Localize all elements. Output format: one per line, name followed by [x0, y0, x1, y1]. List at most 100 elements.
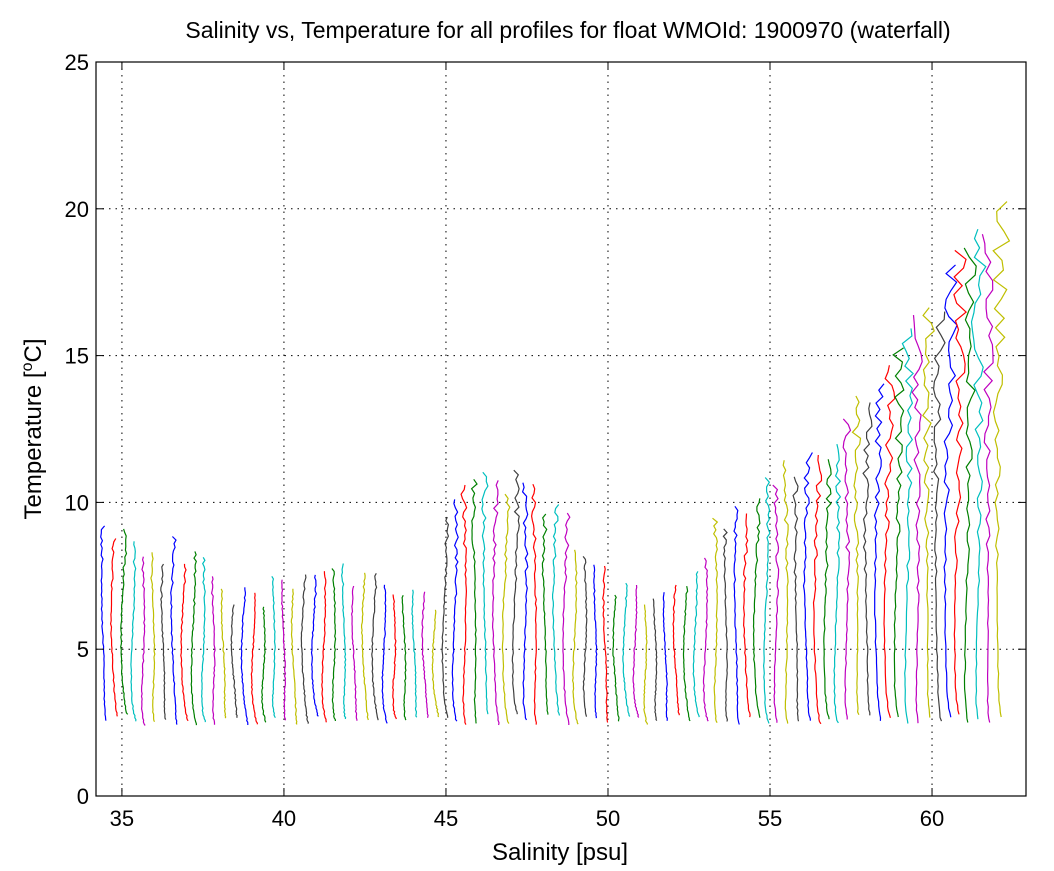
profile-line [833, 443, 842, 724]
profile-line [421, 591, 429, 718]
profile-line [792, 476, 800, 722]
profile-line [562, 512, 571, 725]
profile-line [451, 499, 459, 722]
profile-line [109, 538, 118, 717]
profile-line [411, 589, 418, 718]
profile-line [981, 234, 994, 723]
profile-line [682, 585, 691, 722]
profile-line [692, 571, 700, 718]
profile-line [491, 480, 500, 726]
profile-line [280, 579, 287, 721]
profile-line [901, 328, 914, 724]
profile-line [593, 564, 598, 719]
profile-line [240, 587, 249, 725]
x-tick-label: 50 [596, 806, 620, 831]
y-tick-label: 25 [65, 50, 89, 75]
profile-line [261, 606, 267, 723]
x-tick-label: 45 [434, 806, 458, 831]
profile-line [812, 454, 823, 725]
profile-line [220, 588, 227, 719]
profile-line [883, 365, 896, 718]
profile-line [170, 536, 178, 725]
profile-line [602, 565, 609, 723]
profile-line [622, 582, 631, 717]
profile-line [541, 513, 549, 715]
profile-line [762, 477, 771, 724]
profile-line [441, 516, 450, 718]
y-axis: 0 5 10 15 20 25 [65, 50, 1026, 809]
profile-line [943, 264, 958, 718]
profile-line [340, 563, 347, 720]
grid [96, 62, 1026, 796]
profile-line [130, 541, 137, 722]
profile-line [842, 418, 852, 720]
profile-line [922, 307, 935, 718]
x-tick-label: 60 [920, 806, 944, 831]
profile-line [381, 584, 388, 724]
x-axis: 35 40 45 50 55 60 [110, 62, 944, 831]
profile-line [953, 249, 968, 715]
x-tick-label: 55 [758, 806, 782, 831]
y-tick-label: 15 [65, 344, 89, 369]
profile-line [643, 604, 648, 725]
profile-line [250, 592, 258, 725]
profile-line [571, 549, 579, 725]
profile-line [932, 311, 946, 722]
profile-line [823, 459, 832, 720]
profile-line [772, 484, 780, 723]
profile-line [752, 498, 761, 718]
profile-line [582, 556, 588, 717]
y-tick-label: 5 [77, 637, 89, 662]
profile-line [271, 575, 276, 719]
profile-line [511, 469, 520, 715]
profile-line [733, 505, 740, 725]
profile-line [552, 504, 561, 716]
profile-line [460, 484, 468, 725]
profile-line [100, 525, 107, 721]
profile-line [521, 482, 529, 721]
x-tick-label: 40 [272, 806, 296, 831]
profile-line [742, 513, 751, 718]
profile-line [862, 402, 873, 716]
profile-line [190, 551, 197, 726]
profile-line [612, 594, 620, 722]
profile-line [911, 315, 923, 724]
profile-line [350, 585, 358, 721]
profile-line [481, 471, 489, 715]
y-tick-label: 20 [65, 197, 89, 222]
y-tick-label: 0 [77, 784, 89, 809]
profile-line [702, 557, 709, 722]
profile-line [300, 574, 309, 724]
profile-line [873, 383, 885, 721]
y-tick-label: 10 [65, 490, 89, 515]
profile-line [180, 563, 189, 722]
profile-line [310, 574, 319, 717]
profile-line [392, 594, 397, 720]
profile-line [652, 598, 658, 721]
profile-line [530, 483, 538, 725]
profile-line [371, 573, 379, 721]
profile-line [150, 552, 156, 722]
plot-frame [95, 61, 1027, 797]
profile-line [360, 572, 369, 721]
profile-line [200, 557, 206, 723]
profile-line [120, 528, 129, 715]
profile-line [782, 460, 789, 724]
profile-line [963, 247, 977, 723]
profile-line [210, 576, 216, 725]
profile-line [230, 604, 238, 718]
profile-line [662, 592, 668, 721]
x-axis-label: Salinity [psu] [492, 839, 628, 866]
profile-line [321, 571, 327, 723]
chart-title: Salinity vs, Temperature for all profile… [185, 17, 950, 43]
profile-line [501, 493, 511, 724]
profile-line [160, 563, 167, 720]
profile-line [892, 347, 905, 718]
profile-line [331, 568, 337, 722]
profile-line [802, 452, 813, 721]
profile-line [470, 478, 478, 724]
y-axis-label-main: Temperature [ [20, 371, 47, 519]
profile-lines [100, 201, 1011, 726]
y-axis-label-superscript: o [19, 362, 36, 371]
